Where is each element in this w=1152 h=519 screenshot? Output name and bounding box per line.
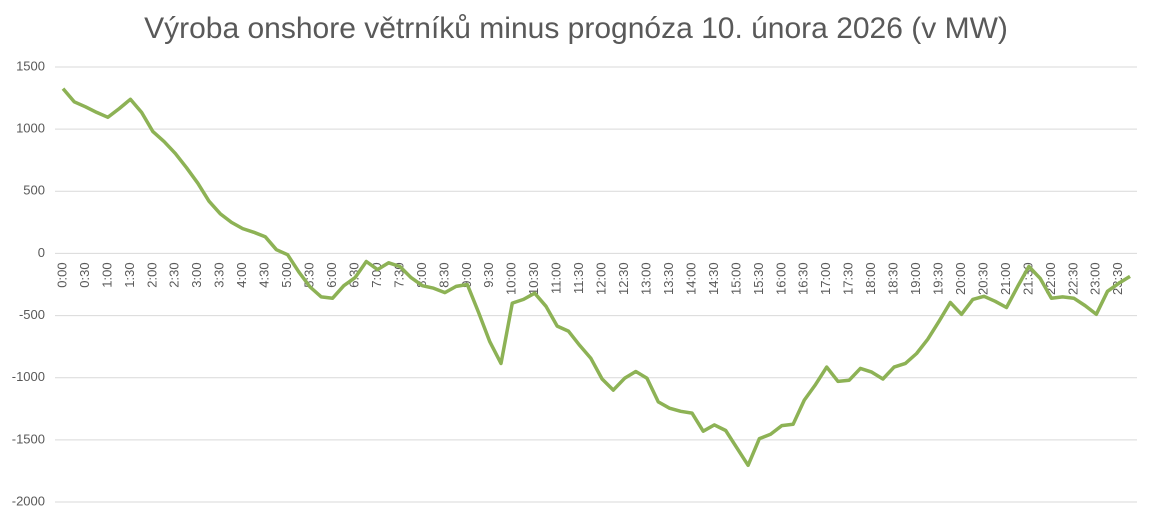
y-tick-label: 1500 (16, 58, 45, 73)
x-tick-label: 21:00 (998, 262, 1013, 295)
x-tick-label: 15:30 (751, 262, 766, 295)
y-tick-label: 500 (23, 183, 45, 198)
x-tick-label: 2:00 (144, 262, 159, 287)
x-tick-label: 18:30 (886, 262, 901, 295)
x-tick-label: 16:00 (773, 262, 788, 295)
x-tick-label: 15:00 (728, 262, 743, 295)
x-tick-label: 20:00 (953, 262, 968, 295)
x-tick-label: 5:00 (279, 262, 294, 287)
x-tick-label: 20:30 (975, 262, 990, 295)
x-tick-label: 9:30 (481, 262, 496, 287)
y-tick-label: 1000 (16, 121, 45, 136)
x-tick-label: 18:00 (863, 262, 878, 295)
x-tick-label: 23:00 (1088, 262, 1103, 295)
y-tick-label: -2000 (12, 493, 45, 508)
x-tick-label: 10:30 (526, 262, 541, 295)
x-tick-label: 3:00 (189, 262, 204, 287)
x-tick-label: 12:30 (616, 262, 631, 295)
chart-title: Výroba onshore větrníků minus prognóza 1… (144, 12, 1008, 45)
x-tick-label: 2:30 (167, 262, 182, 287)
x-tick-label: 22:30 (1065, 262, 1080, 295)
x-tick-label: 19:00 (908, 262, 923, 295)
x-tick-label: 14:30 (706, 262, 721, 295)
y-tick-label: -1500 (12, 431, 45, 446)
x-tick-label: 4:00 (234, 262, 249, 287)
x-tick-label: 11:00 (549, 262, 564, 294)
x-tick-label: 11:30 (571, 262, 586, 294)
x-tick-label: 0:00 (54, 262, 69, 287)
x-tick-label: 10:00 (504, 262, 519, 295)
x-tick-label: 14:00 (683, 262, 698, 295)
x-tick-label: 17:00 (818, 262, 833, 295)
y-tick-label: 0 (38, 245, 45, 260)
x-tick-label: 6:00 (324, 262, 339, 287)
x-tick-label: 16:30 (796, 262, 811, 295)
x-tick-label: 9:00 (459, 262, 474, 287)
x-tick-label: 0:30 (77, 262, 92, 287)
x-tick-label: 1:00 (99, 262, 114, 287)
x-tick-label: 12:00 (594, 262, 609, 295)
x-tick-label: 19:30 (931, 262, 946, 295)
x-tick-label: 1:30 (122, 262, 137, 287)
x-tick-label: 17:30 (841, 262, 856, 295)
x-tick-label: 4:30 (257, 262, 272, 287)
y-tick-label: -500 (19, 307, 45, 322)
y-tick-label: -1000 (12, 369, 45, 384)
x-tick-label: 13:00 (638, 262, 653, 295)
x-tick-label: 3:30 (212, 262, 227, 287)
x-tick-label: 8:30 (436, 262, 451, 287)
x-tick-label: 13:30 (661, 262, 676, 295)
line-series (61, 87, 1131, 468)
